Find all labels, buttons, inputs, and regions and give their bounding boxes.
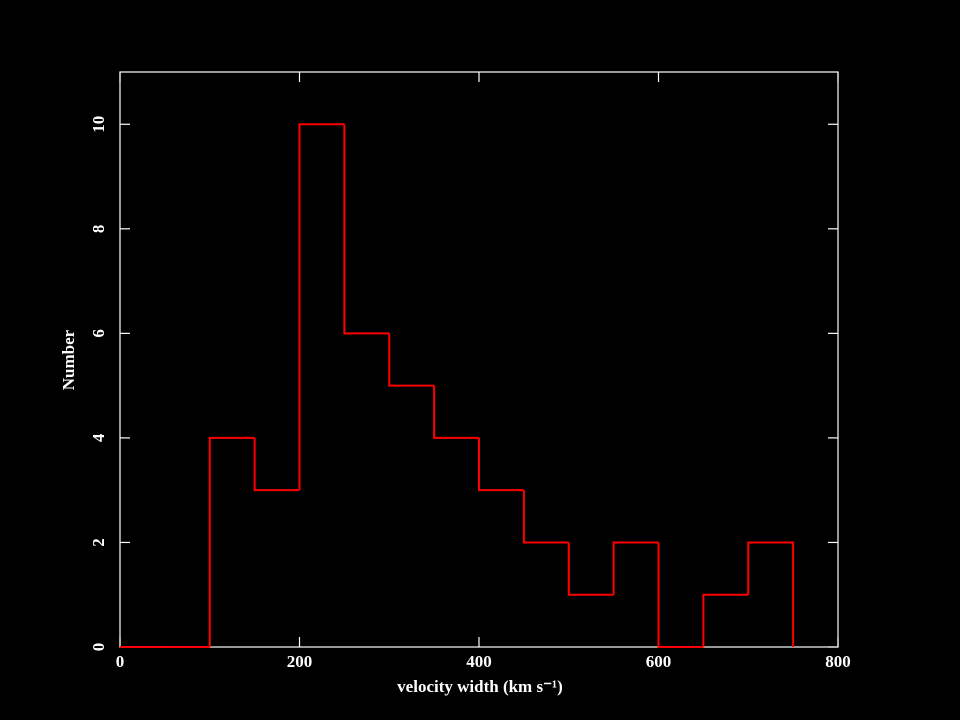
histogram-bin — [702, 593, 749, 647]
x-tick-label: 400 — [466, 652, 492, 671]
y-tick-label: 8 — [89, 225, 108, 234]
x-tick-label: 800 — [825, 652, 851, 671]
plot-frame — [119, 71, 839, 648]
y-tick-label: 10 — [89, 116, 108, 133]
histogram-bin — [343, 124, 390, 335]
histogram-bin — [388, 333, 435, 387]
histogram-bin — [612, 541, 659, 595]
histogram-bin — [298, 123, 345, 491]
x-tick-label: 0 — [116, 652, 125, 671]
histogram-bin — [433, 385, 479, 439]
histogram-bin — [208, 436, 255, 647]
histogram-bin — [657, 542, 704, 648]
histogram-bin — [567, 542, 614, 596]
x-tick-label: 200 — [287, 652, 313, 671]
y-tick-label: 2 — [89, 538, 108, 547]
x-axis-label: velocity width (km s⁻¹) — [397, 677, 563, 696]
y-tick-label: 0 — [89, 643, 108, 652]
y-axis-label: Number — [59, 329, 78, 390]
y-tick-label: 6 — [89, 329, 108, 338]
histogram-bin — [747, 541, 795, 647]
x-tick-label: 600 — [646, 652, 672, 671]
histogram-bin — [253, 437, 300, 492]
histogram-bin — [522, 490, 569, 544]
y-tick-label: 4 — [89, 433, 108, 442]
histogram-bin — [478, 437, 524, 492]
